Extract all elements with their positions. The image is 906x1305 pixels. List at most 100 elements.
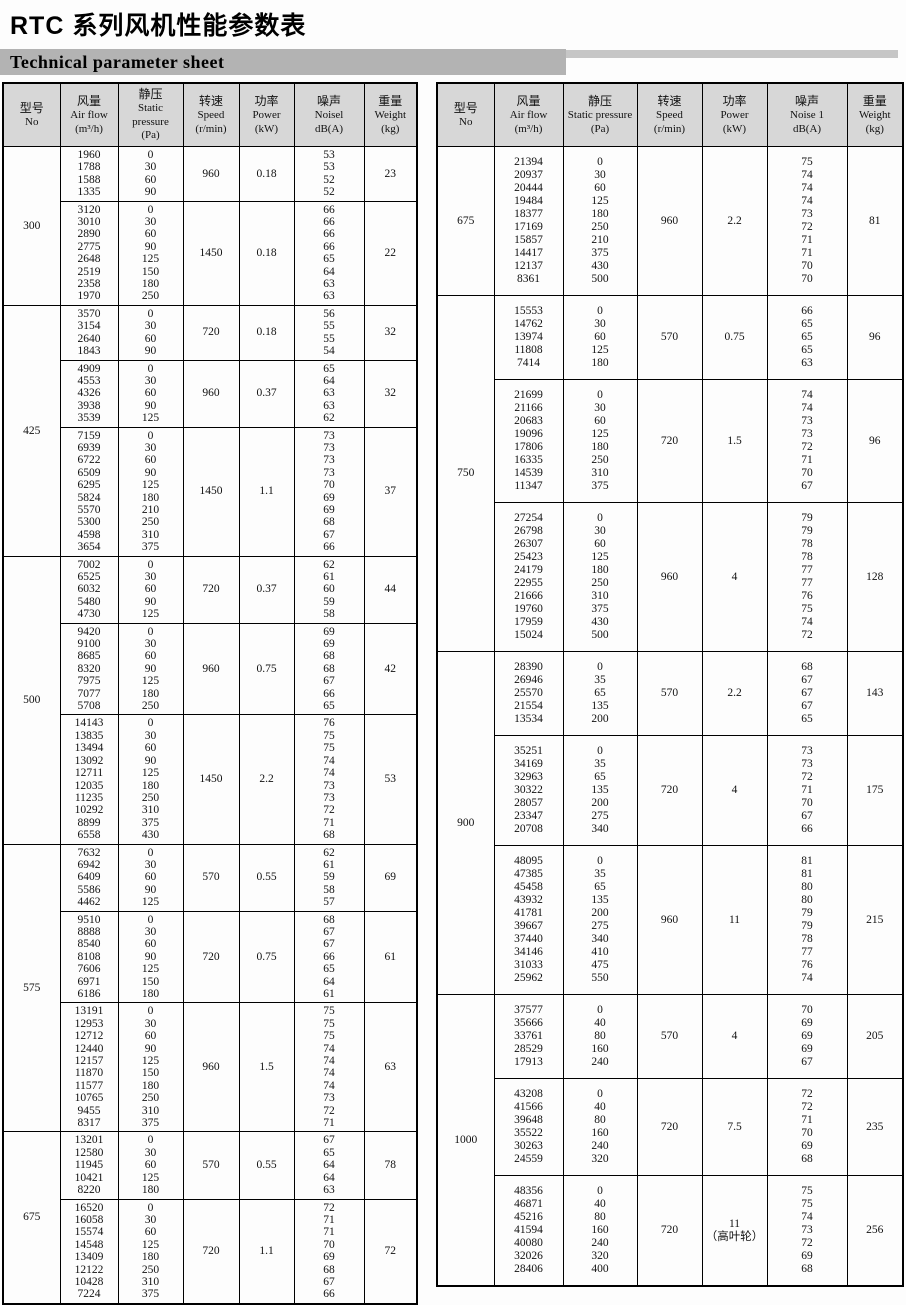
weight-cell-value: 37 [384,485,397,498]
speed-cell: 960 [182,146,240,202]
airflow-cell-value: 40080 [514,1237,543,1249]
airflow-cell-value: 9100 [77,638,101,651]
pressure-cell-value: 125 [141,963,160,976]
speed-cell: 720 [182,304,240,361]
airflow-cell-value: 47385 [514,868,543,880]
pressure-cell-value: 60 [144,228,157,241]
pressure-cell-value: 60 [594,415,606,427]
noise-cell-value: 67 [323,938,335,951]
airflow-cell-value: 19484 [514,195,543,207]
pressure-cell-value: 125 [141,412,160,425]
airflow-cell-value: 7224 [77,1288,101,1301]
airflow-cell-value: 35251 [514,745,543,757]
pressure-cell-value: 60 [144,938,157,951]
pressure-cell-value: 80 [594,1114,606,1126]
pressure-cell: 0 30 60 90 125 [117,843,184,912]
airflow-cell-value: 41594 [514,1224,543,1236]
pressure-cell: 0 35 65 135 200 275 340 410 475 550 [562,845,638,995]
airflow-cell: 7159 6939 6722 6509 6295 5824 5570 5300 4598 3654 [59,426,119,557]
weight-cell: 63 [363,1002,418,1133]
pressure-cell-value: 180 [591,208,609,220]
noise-cell-value: 74 [801,972,813,984]
airflow-cell-value: 15024 [514,629,543,641]
weight-cell-value: 44 [384,583,397,596]
power-cell-value: 0.37 [256,583,277,596]
noise-cell-value: 70 [801,1127,813,1139]
airflow-cell-value: 8540 [77,938,101,951]
airflow-cell: 27254 26798 26307 25423 24179 22955 21666 19760… [493,502,564,652]
weight-cell: 205 [846,994,904,1079]
noise-cell-value: 81 [801,855,813,867]
airflow-cell-value: 37577 [514,1004,543,1016]
pressure-cell-value: 125 [141,767,160,780]
noise-cell-value: 71 [801,247,813,259]
noise-cell-value: 67 [323,675,335,688]
noise-cell-value: 68 [801,661,813,673]
noise-cell-value: 66 [323,240,335,253]
airflow-cell-value: 34169 [514,758,543,770]
weight-cell-value: 96 [869,434,881,447]
weight-cell: 32 [363,359,418,428]
airflow-cell-value: 7606 [77,963,101,976]
airflow-cell-value: 5570 [77,503,101,516]
noise-cell-value: 79 [801,525,813,537]
weight-cell-value: 96 [869,331,881,343]
airflow-cell: 7002 6525 6032 5480 4730 [59,555,119,624]
noise-cell-value: 75 [801,1198,813,1210]
speed-cell-value: 960 [202,167,220,180]
airflow-cell-value: 21166 [514,402,543,414]
power-cell: 0.37 [238,359,295,428]
speed-cell-value: 960 [202,1061,220,1074]
table-row: 27254 26798 26307 25423 24179 22955 21666 19760… [437,502,904,652]
power-cell-value: 0.37 [256,387,277,400]
airflow-cell-value: 30263 [514,1140,543,1152]
noise-cell-value: 67 [323,1275,335,1288]
airflow-cell-value: 7632 [77,846,101,859]
pressure-cell-value: 30 [144,441,157,454]
pressure-cell-value: 375 [141,541,160,554]
pressure-cell-value: 60 [144,173,157,186]
noise-cell-value: 76 [801,959,813,971]
noise-cell-value: 73 [323,791,335,804]
pressure-cell-value: 310 [141,804,160,817]
noise-cell-value: 78 [801,933,813,945]
pressure-cell-value: 90 [144,345,157,358]
pressure-cell-value: 65 [594,687,606,699]
noise-cell-value: 72 [323,1104,335,1117]
table-row: 48356 46871 45216 41594 40080 32026 28406 0 40 80… [437,1175,904,1287]
noise-cell: 68 67 67 67 65 [766,651,848,736]
table-row: 9420 9100 8685 8320 7975 7077 5708 0 30 60 90 125 18… [3,622,418,716]
noise-cell: 76 75 75 74 74 73 73 72 71 68 [293,714,365,845]
speed-cell: 960 [636,146,703,296]
pressure-cell-value: 240 [591,1140,609,1152]
airflow-cell-value: 21554 [514,700,543,712]
noise-cell-value: 55 [323,332,335,345]
pressure-cell: 0 30 60 90 125 180 210 250 310 375 [117,426,184,557]
weight-cell: 175 [846,735,904,846]
pressure-cell-value: 90 [144,595,157,608]
table-row: 425 3570 3154 2640 1843 0 30 60 90 720 0.18 56 55 55 5… [2,304,418,557]
pressure-cell-value: 30 [144,638,157,651]
pressure-cell-value: 40 [594,1101,606,1113]
pressure-cell: 0 40 80 160 240 [562,994,638,1079]
airflow-cell-value: 11235 [74,791,104,804]
power-cell: 0.75 [701,295,768,380]
airflow-cell-value: 11577 [74,1079,104,1092]
weight-cell: 42 [363,622,418,716]
noise-cell-value: 68 [801,1263,813,1275]
airflow-cell-value: 17913 [514,1056,543,1068]
weight-cell: 215 [846,845,904,995]
noise-cell-value: 74 [801,182,813,194]
noise-cell-value: 75 [323,1017,335,1030]
noise-cell-value: 52 [323,173,335,186]
airflow-cell-value: 9420 [77,625,101,638]
noise-cell-value: 66 [323,203,335,216]
weight-cell-value: 256 [866,1224,884,1236]
airflow-cell-value: 45216 [514,1211,543,1223]
noise-cell-value: 62 [323,846,335,859]
airflow-cell-value: 3938 [77,399,101,412]
pressure-cell-value: 30 [144,374,157,387]
airflow-cell: 13201 12580 11945 10421 8220 [59,1131,119,1200]
noise-cell-value: 71 [323,1226,335,1239]
noise-cell-value: 76 [323,717,335,730]
